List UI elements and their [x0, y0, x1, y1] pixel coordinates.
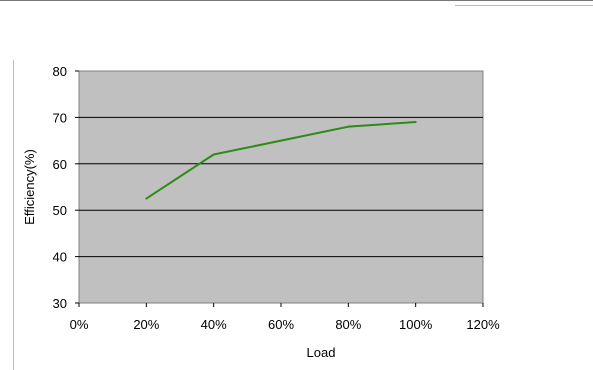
- x-tick-label: 0%: [70, 317, 89, 332]
- data-point: [280, 139, 282, 142]
- y-tick-label: 80: [53, 64, 67, 79]
- data-point: [212, 153, 215, 156]
- x-tick-label: 40%: [201, 317, 227, 332]
- plot-area: [78, 70, 484, 304]
- x-tick-label: 120%: [466, 317, 500, 332]
- data-point: [414, 121, 417, 124]
- y-axis-title: Efficiency(%): [22, 149, 37, 225]
- x-axis-title: Load: [307, 345, 336, 360]
- x-tick-label: 60%: [268, 317, 294, 332]
- series-layer: [145, 121, 417, 200]
- gridlines: [79, 116, 483, 258]
- data-point: [347, 125, 350, 128]
- x-tick-label: 80%: [335, 317, 361, 332]
- y-tick-label: 40: [53, 250, 67, 265]
- y-tick-label: 50: [53, 203, 67, 218]
- x-tick-label: 20%: [133, 317, 159, 332]
- y-tick-label: 30: [53, 296, 67, 311]
- y-axis-ticks: 30 40 50 60 70 80: [53, 64, 79, 311]
- y-tick-label: 70: [53, 110, 67, 125]
- x-tick-label: 100%: [399, 317, 433, 332]
- x-axis-ticks: 0% 20% 40% 60% 80% 100% 120%: [70, 303, 500, 332]
- y-tick-label: 60: [53, 157, 67, 172]
- data-point: [145, 197, 148, 200]
